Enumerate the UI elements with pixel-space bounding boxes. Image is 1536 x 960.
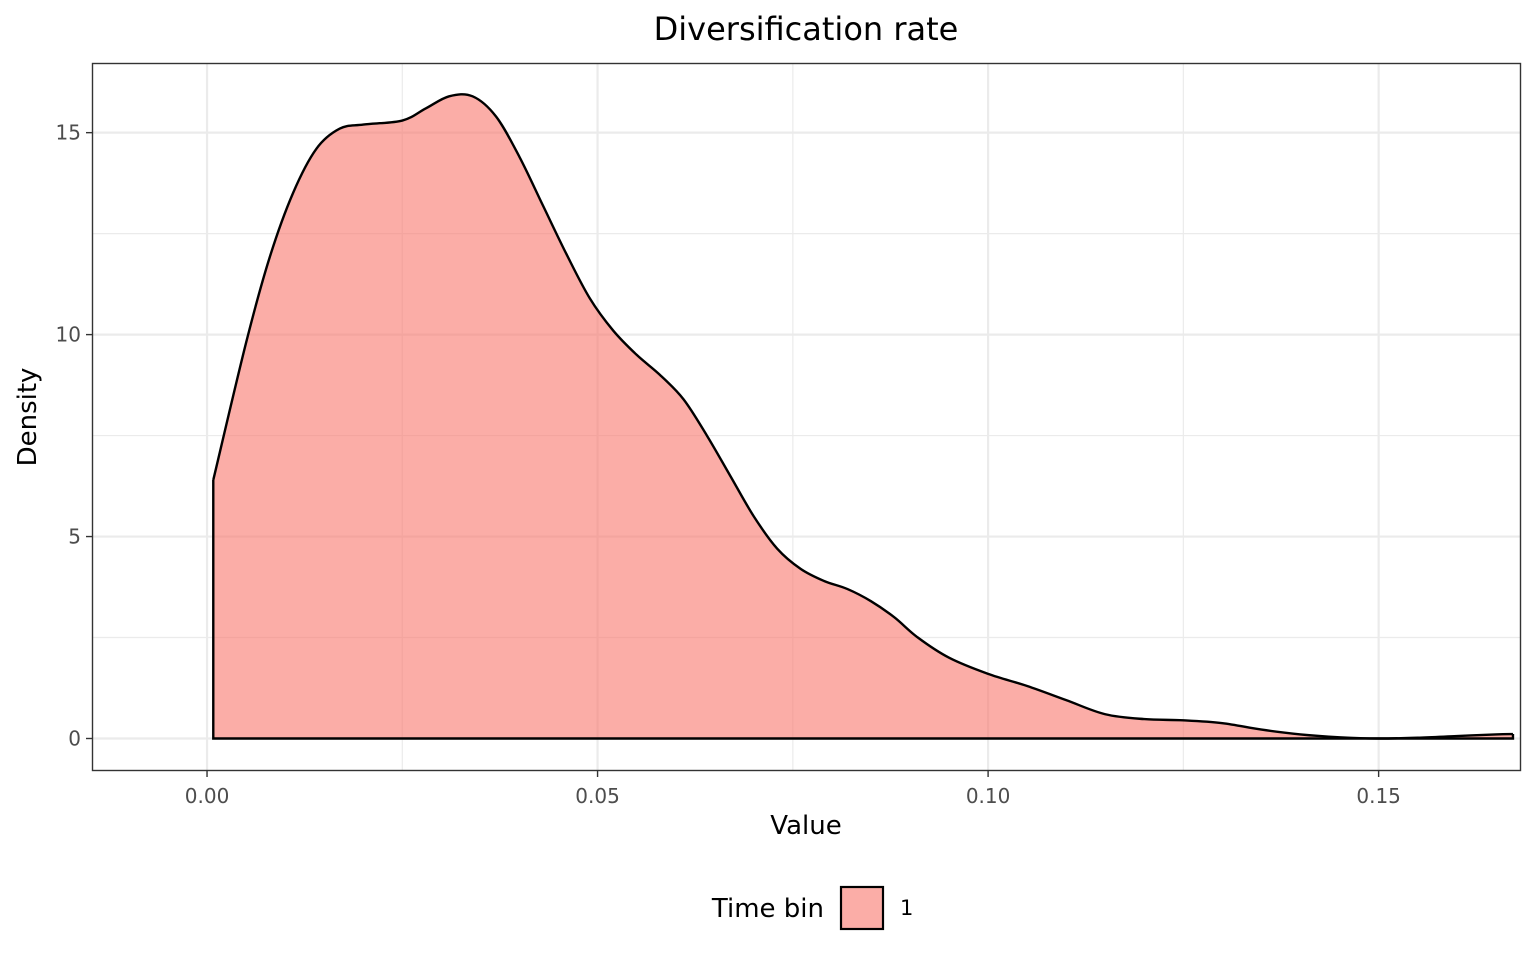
x-axis: 0.00 0.05 0.10 0.15	[185, 770, 1401, 808]
y-tick-label: 10	[56, 323, 81, 347]
y-tick-label: 5	[68, 525, 81, 549]
legend-title: Time bin	[711, 894, 824, 924]
legend: Time bin 1	[711, 885, 913, 931]
x-tick-label: 0.05	[575, 784, 620, 808]
legend-key-1	[839, 885, 885, 931]
y-tick-label: 0	[68, 726, 81, 750]
legend-label-1: 1	[900, 896, 913, 920]
x-tick-label: 0.00	[185, 784, 230, 808]
density-area-1	[213, 94, 1513, 739]
x-tick-label: 0.15	[1356, 784, 1401, 808]
density-outline-1	[212, 480, 1515, 740]
density-curve-1	[212, 93, 1513, 740]
y-axis: 0 5 10 15	[56, 121, 93, 750]
x-tick-label: 0.10	[966, 784, 1011, 808]
x-axis-title: Value	[770, 811, 841, 841]
y-tick-label: 15	[56, 121, 81, 145]
plot-panel-border	[91, 62, 1522, 772]
y-axis-title: Density	[13, 368, 43, 467]
series-layer	[212, 93, 1515, 740]
chart-title: Diversification rate	[654, 10, 959, 48]
